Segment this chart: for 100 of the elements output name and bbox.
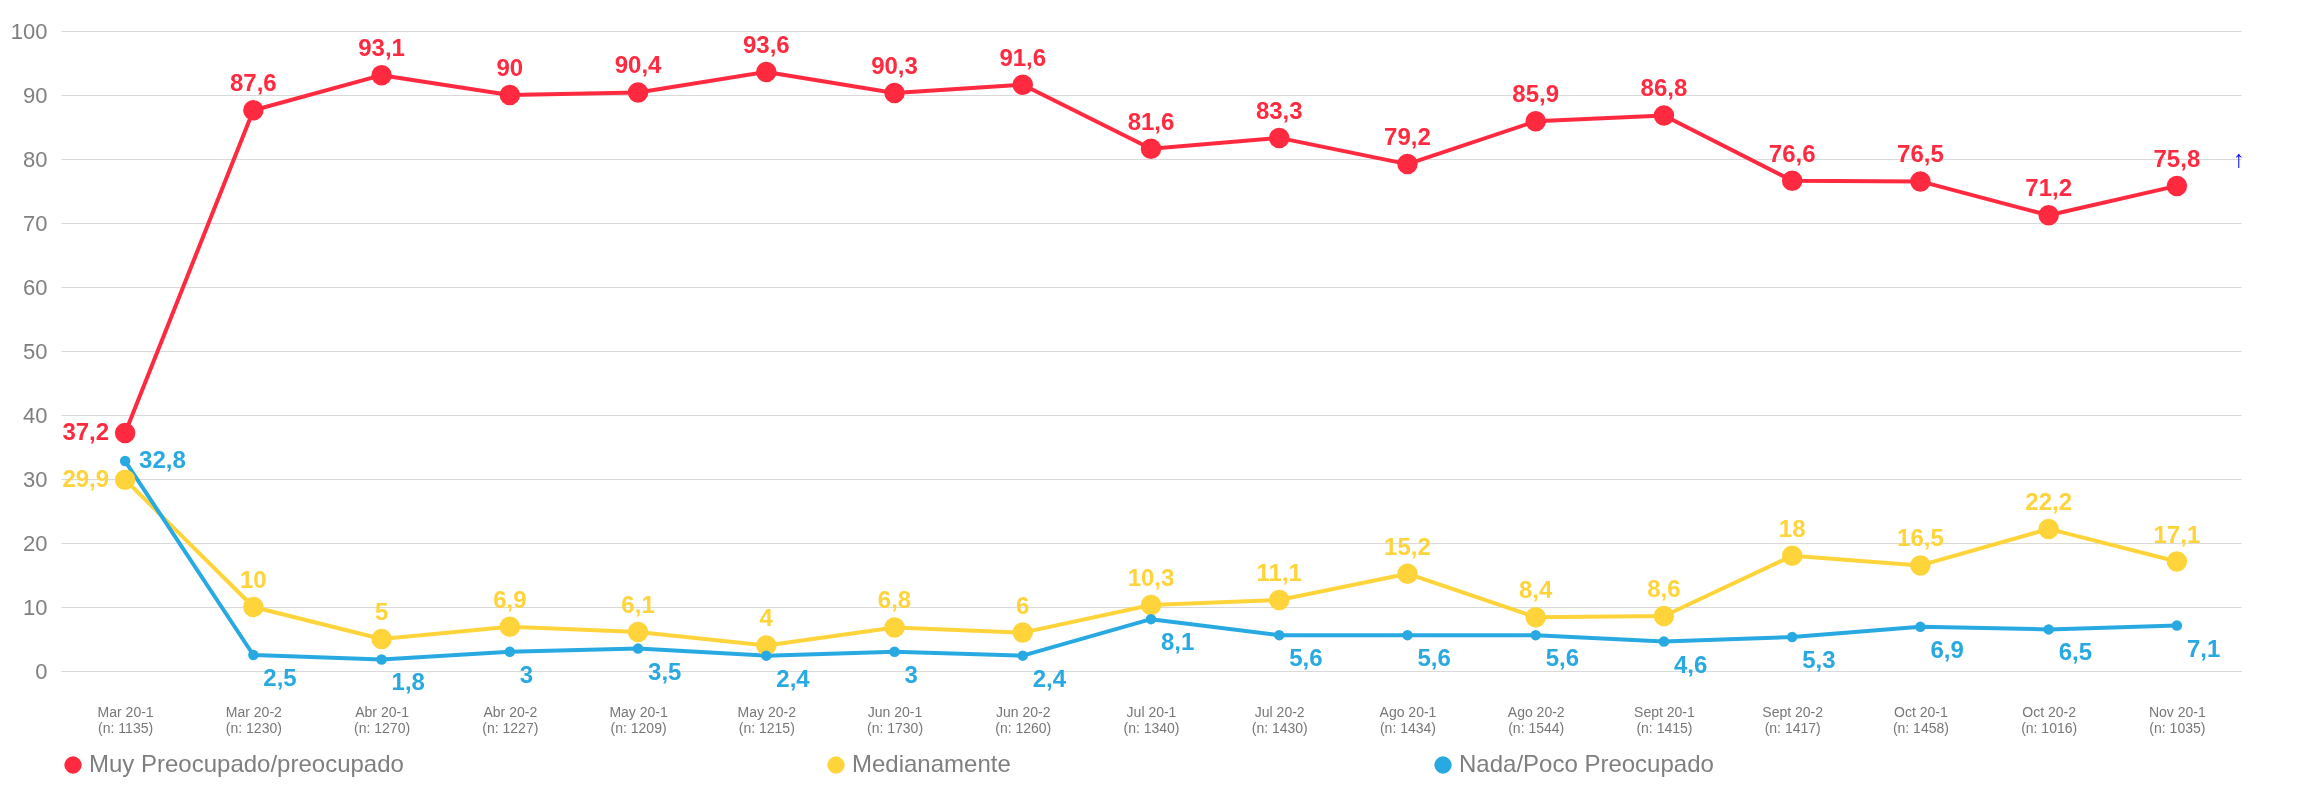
point — [1910, 171, 1931, 192]
point — [1140, 594, 1162, 616]
data-label: 29,9 — [62, 464, 110, 492]
data-label: 90 — [496, 54, 524, 81]
data-label: 3,5 — [648, 657, 682, 685]
data-label: 76,6 — [1768, 139, 1816, 167]
point — [1915, 621, 1926, 633]
point — [1140, 138, 1162, 159]
point — [1781, 170, 1803, 191]
data-label: 6,1 — [621, 590, 655, 618]
point — [243, 596, 264, 618]
x-tick-label: May 20-1 (n: 1209) — [609, 703, 668, 736]
data-label: 6,5 — [2058, 638, 2093, 666]
data-label: 5,6 — [1289, 644, 1323, 672]
x-tick-label: Sept 20-1 (n: 1415) — [1634, 703, 1696, 736]
y-tick-label: 50 — [23, 338, 48, 364]
point — [627, 621, 649, 643]
x-tick-label: Jul 20-1 (n: 1340) — [1123, 703, 1180, 736]
point — [1653, 105, 1675, 126]
point — [2166, 551, 2188, 572]
data-label: 79,2 — [1384, 123, 1431, 151]
annotation: ↑ — [2232, 144, 2245, 172]
y-tick-label: 60 — [23, 274, 48, 300]
data-label: 5,3 — [1802, 646, 1836, 674]
x-tick-label: Jul 20-2 (n: 1430) — [1251, 703, 1308, 736]
point — [2038, 205, 2059, 226]
x-tick-label: Mar 20-1 (n: 1135) — [97, 703, 154, 736]
x-tick-label: Sept 20-2 (n: 1417) — [1762, 703, 1824, 736]
data-label: 3 — [519, 660, 534, 688]
y-tick-label: 90 — [23, 82, 48, 108]
data-label: 16,5 — [1897, 524, 1944, 552]
point — [1402, 629, 1413, 641]
legend-label: Medianamente — [852, 750, 1011, 777]
data-label: 91,6 — [999, 43, 1047, 71]
point — [499, 84, 521, 106]
point — [761, 650, 772, 661]
point — [884, 82, 905, 104]
point — [884, 617, 905, 638]
point — [1910, 555, 1931, 576]
x-tick-label: Ago 20-1 (n: 1434) — [1379, 703, 1437, 736]
data-label: 8,6 — [1647, 574, 1681, 602]
y-tick-label: 80 — [23, 146, 48, 172]
point — [499, 616, 521, 638]
x-tick-label: Jun 20-1 (n: 1730) — [867, 703, 924, 736]
data-label: 18 — [1778, 514, 1806, 542]
data-label: 76,5 — [1897, 140, 1944, 168]
point — [627, 82, 649, 103]
data-label: 4,6 — [1673, 650, 1708, 678]
x-tick-label: Abr 20-1 (n: 1270) — [354, 703, 411, 736]
data-label: 5,6 — [1545, 644, 1580, 672]
data-label: 81,6 — [1127, 107, 1175, 135]
point — [2166, 175, 2188, 197]
data-label: 10 — [240, 566, 267, 593]
point — [1786, 631, 1798, 643]
x-tick-label: Oct 20-2 (n: 1016) — [2021, 703, 2078, 736]
data-label: 10,3 — [1127, 564, 1175, 592]
data-label: 83,3 — [1255, 96, 1303, 124]
data-label: 87,6 — [229, 69, 277, 97]
point — [371, 628, 392, 650]
data-label: 15,2 — [1384, 532, 1431, 560]
data-label: 37,2 — [62, 417, 110, 445]
point — [756, 61, 777, 83]
data-label: 1,8 — [391, 668, 425, 696]
y-tick-label: 70 — [23, 210, 48, 236]
x-tick-label: Jun 20-2 (n: 1260) — [995, 703, 1052, 736]
data-label: 6,9 — [1930, 635, 1964, 663]
x-tick-label: Nov 20-1 (n: 1035) — [2148, 703, 2206, 736]
point — [2171, 620, 2183, 631]
point — [1145, 613, 1157, 625]
x-tick-label: Abr 20-2 (n: 1227) — [482, 703, 539, 736]
data-label: 86,8 — [1640, 74, 1688, 102]
data-label: 93,6 — [742, 30, 790, 58]
data-label: 6,8 — [877, 586, 912, 614]
data-label: 90,4 — [614, 51, 663, 79]
legend-label: Nada/Poco Preocupado — [1459, 750, 1714, 777]
data-label: 2,5 — [263, 664, 297, 691]
data-label: 6,9 — [493, 585, 527, 613]
data-label: 2,4 — [776, 664, 811, 692]
point — [2038, 518, 2059, 540]
data-label: 93,1 — [358, 34, 405, 62]
point — [1530, 629, 1541, 641]
data-label: 6 — [1016, 591, 1030, 619]
data-label: 75,8 — [2153, 144, 2201, 172]
data-label: 5,6 — [1417, 644, 1451, 672]
data-label: 7,1 — [2186, 634, 2221, 662]
point — [1397, 153, 1418, 175]
x-tick-label: May 20-2 (n: 1215) — [737, 703, 797, 736]
x-tick-label: Oct 20-1 (n: 1458) — [1892, 703, 1949, 736]
data-label: 85,9 — [1512, 80, 1560, 108]
point — [2043, 624, 2054, 635]
point — [1658, 636, 1670, 647]
y-tick-label: 0 — [35, 658, 48, 684]
point — [376, 654, 387, 665]
y-tick-label: 10 — [23, 594, 48, 620]
data-label: 11,1 — [1256, 558, 1302, 586]
point — [889, 646, 900, 658]
point — [1273, 629, 1285, 641]
data-label: 3 — [904, 660, 918, 688]
point — [114, 469, 136, 490]
point — [243, 100, 264, 121]
